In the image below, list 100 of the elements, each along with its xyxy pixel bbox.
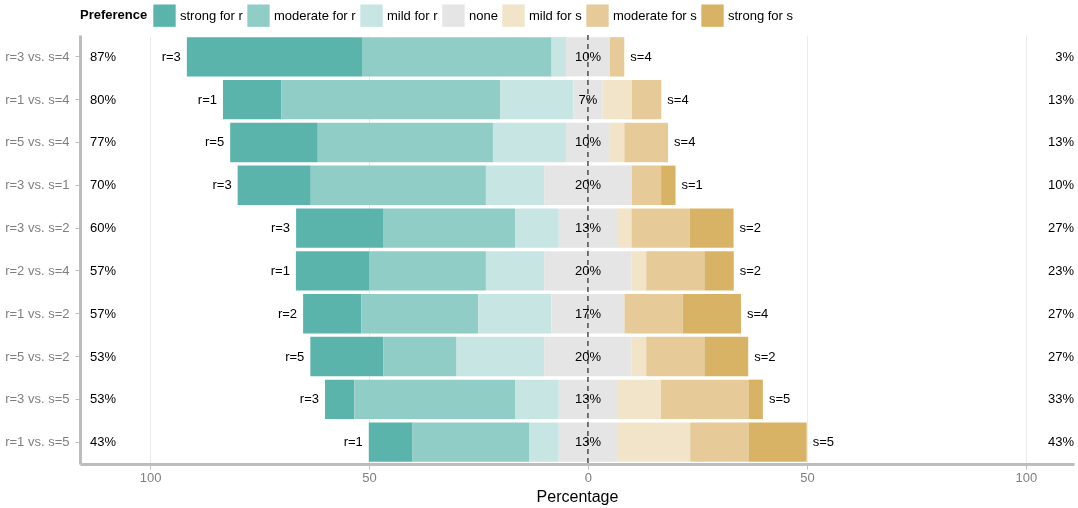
annotation: 43% [90,434,117,450]
data-label: 7% [578,91,598,107]
bar [361,294,479,334]
bar [646,251,705,291]
annotation: 53% [90,348,117,364]
annotation: r=5 [285,348,305,364]
x-tick-label: 100 [1015,469,1038,485]
legend-label: mild for s [529,7,583,23]
legend-label: moderate for r [274,7,357,23]
annotation: 13% [1047,134,1075,150]
legend-label: none [469,7,498,23]
bar [354,379,516,420]
bar [222,79,282,120]
bar [362,37,552,77]
data-label: 20% [574,262,602,278]
y-tick-label: r=3 vs. s=5 [5,391,70,407]
bar [456,336,545,377]
bar [602,79,632,120]
annotation: 57% [90,262,117,278]
bar [704,251,734,291]
bar [296,208,384,248]
legend-label: mild for r [387,7,439,23]
y-tick-label: r=3 vs. s=2 [5,220,70,236]
annotation: s=5 [768,391,791,407]
bar [660,379,749,420]
data-label: 13% [574,434,602,450]
bar [317,122,493,163]
bar [748,379,763,420]
data-label: 13% [574,391,602,407]
data-label: 20% [574,177,602,193]
bar [310,336,384,377]
bar [478,294,552,334]
data-label: 17% [574,305,602,321]
bar [631,79,662,120]
annotation: s=5 [812,434,834,450]
annotation: 27% [1047,348,1075,364]
bar [492,122,567,163]
x-axis-title: Percentage [536,487,619,505]
annotation: 3% [1055,48,1075,64]
bar [609,37,625,77]
bar [609,122,625,163]
annotation: 77% [90,134,117,150]
annotation: 13% [1047,91,1075,107]
annotation: 57% [90,305,117,321]
annotation: r=3 [161,48,181,64]
bar [369,251,486,291]
annotation: r=5 [205,134,225,150]
annotation: 80% [90,91,117,107]
y-tick-label: r=2 vs. s=4 [5,262,70,278]
annotation: s=2 [754,348,776,364]
y-tick-label: r=3 vs. s=4 [5,48,70,64]
bar [558,422,618,462]
bar [624,122,669,163]
bar [631,251,647,291]
y-tick-label: r=3 vs. s=1 [5,177,70,193]
annotation: r=1 [270,262,290,278]
annotation: s=4 [746,305,769,321]
annotation: s=2 [739,220,761,236]
y-tick-label: r=1 vs. s=2 [5,305,70,321]
y-tick-label: r=1 vs. s=5 [5,434,70,450]
x-tick-label: 100 [139,469,162,485]
bar [748,422,807,462]
x-tick-label: 0 [584,469,593,485]
bar [295,251,369,291]
annotation: s=4 [630,48,652,64]
bar [325,379,355,420]
x-tick-label: 50 [362,469,377,485]
legend-label: strong for r [180,7,244,23]
bar [544,251,632,291]
data-label: 10% [574,48,602,64]
bar [689,208,734,248]
bar [383,208,516,248]
annotation: 27% [1047,305,1075,321]
bar [237,165,311,205]
bar [551,37,567,77]
bar [186,37,362,77]
annotation: r=1 [197,91,217,107]
legend-label: moderate for s [613,7,698,23]
bar [500,79,574,120]
annotation: 43% [1047,434,1075,450]
x-tick-label: 50 [800,469,815,485]
annotation: 53% [90,391,117,407]
y-tick-label: r=1 vs. s=4 [5,91,70,107]
annotation: 10% [1047,177,1075,193]
annotation: s=4 [674,134,696,150]
bar [624,294,683,334]
y-tick-label: r=5 vs. s=2 [5,348,70,364]
bar [661,165,676,205]
bar [310,165,486,205]
annotation: s=4 [667,91,689,107]
bar [383,336,457,377]
bar [631,336,647,377]
annotation: 70% [90,177,117,193]
legend-label: strong for s [728,7,794,23]
bar [631,208,690,248]
legend-title: Preference [80,7,148,22]
bar [303,294,362,334]
data-label: 20% [574,348,602,364]
annotation: 87% [90,48,117,64]
bar [368,422,413,462]
